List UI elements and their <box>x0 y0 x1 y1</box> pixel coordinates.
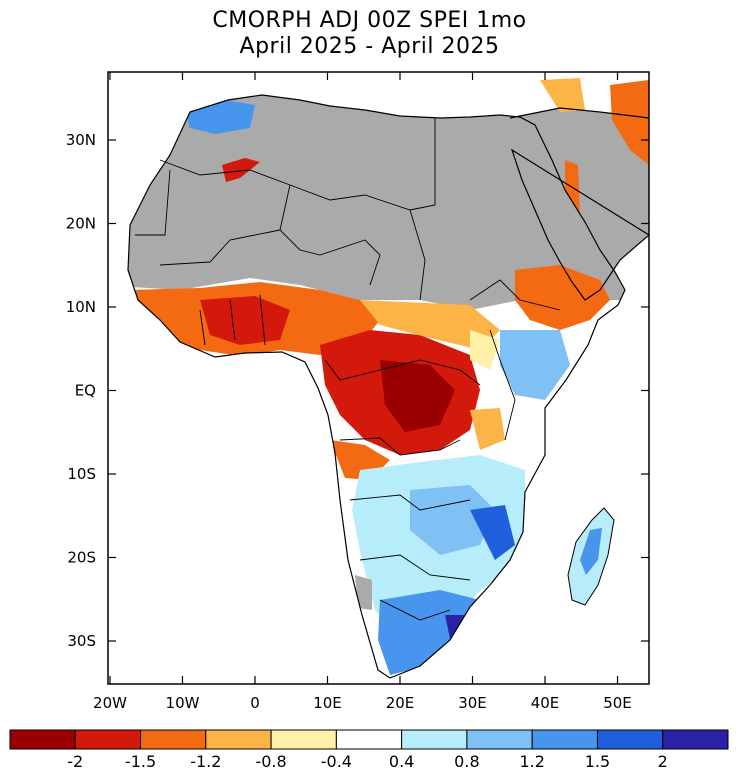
lat-tick-label: 30S <box>67 632 96 650</box>
ethiopia-dry-region <box>515 265 610 330</box>
zambia-wet-region <box>410 485 495 555</box>
lon-tick-label: 0 <box>250 694 260 712</box>
color-bar-segment <box>270 729 337 750</box>
map-frame <box>107 71 650 685</box>
lat-tick-label: 20N <box>66 215 96 233</box>
country-borders <box>135 118 561 621</box>
lon-tick-label: 50E <box>603 694 632 712</box>
mozambique-very-wet <box>470 505 515 560</box>
color-bar-segment <box>466 729 533 750</box>
color-bar-segment <box>205 729 272 750</box>
color-bar-legend: -2 -1.5 -1.2 -0.8 -0.4 0.4 0.8 1.2 1.5 2 <box>9 729 729 771</box>
lat-tick-label: 10N <box>66 298 96 316</box>
color-bar-label: -0.4 <box>321 752 352 771</box>
levant-dry-region <box>540 78 585 112</box>
madagascar-coastline <box>567 507 615 606</box>
namibia-no-data <box>355 575 372 610</box>
color-bar-segment <box>531 729 598 750</box>
color-bar-segment <box>140 729 207 750</box>
color-bar-segment <box>596 729 664 750</box>
color-bar-label: -1.2 <box>190 752 221 771</box>
lat-tick-label: 20S <box>67 549 96 567</box>
color-bar-label: -0.8 <box>255 752 286 771</box>
lat-tick-label: 10S <box>67 465 96 483</box>
color-bar-segment <box>335 729 403 750</box>
color-bar-segment <box>74 729 142 750</box>
map-title-line-1: CMORPH ADJ 00Z SPEI 1mo <box>212 8 527 33</box>
africa-coastline <box>127 94 626 679</box>
color-bar-label: 2 <box>658 752 668 771</box>
map-title-line-2: April 2025 - April 2025 <box>239 34 500 59</box>
tanzania-dry-patch <box>470 408 505 450</box>
sudan-light-dry <box>470 330 500 370</box>
latitude-axis: 30N 20N 10N EQ 10S 20S 30S <box>66 131 649 650</box>
iran-dry-region <box>610 80 649 165</box>
sahara-no-data-region <box>128 95 625 310</box>
sahel-moderate-dry <box>360 300 500 350</box>
lon-tick-label: 10E <box>313 694 342 712</box>
lat-tick-label: 30N <box>66 131 96 149</box>
color-bar-segment <box>662 729 729 750</box>
color-bar-label: -2 <box>67 752 83 771</box>
color-bar-label: 1.5 <box>585 752 610 771</box>
lon-tick-label: 30E <box>458 694 487 712</box>
lon-tick-label: 10W <box>166 694 200 712</box>
lon-tick-label: 40E <box>531 694 560 712</box>
algeria-dry-patch <box>222 158 260 182</box>
lon-tick-label: 20W <box>93 694 127 712</box>
longitude-axis: 20W 10W 0 10E 20E 30E 40E 50E <box>93 72 632 712</box>
color-bar-label: 0.4 <box>389 752 414 771</box>
madagascar-wet-patch <box>580 528 602 575</box>
color-bar-segment <box>401 729 468 750</box>
arabia-coastline <box>509 107 649 301</box>
color-bar-label: 1.2 <box>519 752 544 771</box>
east-africa-wet-region <box>500 330 570 400</box>
color-bar-segment <box>9 729 76 750</box>
lon-tick-label: 20E <box>386 694 415 712</box>
color-bar-label: 0.8 <box>454 752 479 771</box>
lat-tick-label: EQ <box>75 382 96 400</box>
color-bar-label: -1.5 <box>125 752 156 771</box>
west-africa-severe-dry <box>200 296 290 345</box>
congo-extreme-dry <box>380 360 455 432</box>
